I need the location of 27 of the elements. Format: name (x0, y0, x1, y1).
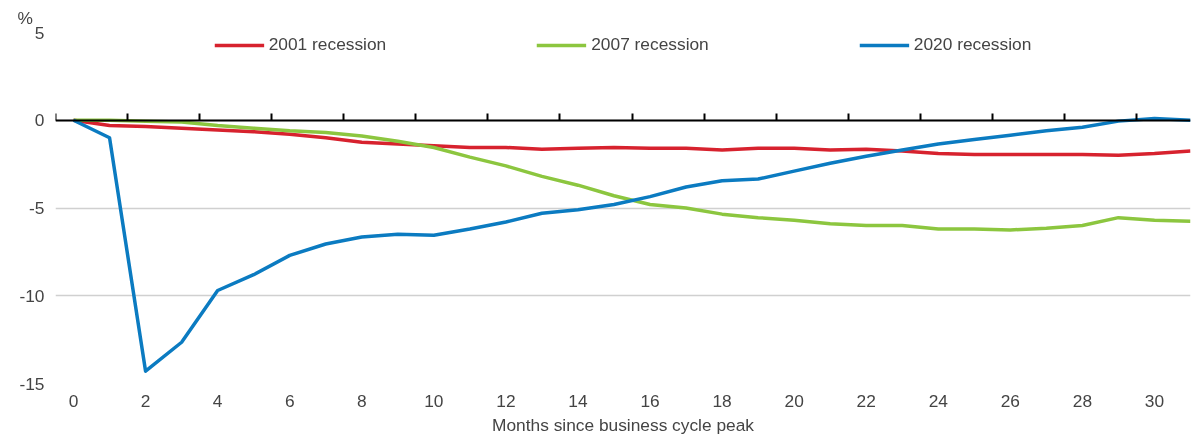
x-tick-label: 28 (1072, 390, 1093, 411)
legend-label: 2020 recession (913, 34, 1032, 55)
x-tick-label: 22 (856, 390, 876, 411)
x-tick-label: 0 (68, 390, 79, 411)
x-tick-label: 16 (640, 390, 660, 411)
x-tick-label: 18 (712, 390, 732, 411)
x-tick-label: 14 (568, 390, 588, 411)
y-tick-label: -10 (19, 285, 45, 306)
line-series (71, 116, 1191, 373)
x-tick-label: 6 (284, 390, 295, 411)
y-axis-title: % (17, 7, 33, 28)
x-tick-label: 20 (784, 390, 804, 411)
legend-label: 2007 recession (591, 34, 709, 55)
y-tick-label: -15 (19, 373, 45, 394)
x-tick-label: 26 (1000, 390, 1020, 411)
x-tick-label: 4 (212, 390, 223, 411)
y-tick-label: 0 (34, 110, 45, 131)
legend-label: 2001 recession (268, 34, 387, 55)
y-tick-label: -5 (29, 198, 45, 218)
x-tick-label: 10 (424, 390, 444, 411)
x-tick-label: 12 (496, 390, 516, 411)
x-axis-title: Months since business cycle peak (492, 414, 755, 435)
y-tick-label: 5 (34, 22, 45, 43)
x-tick-label: 24 (928, 390, 949, 411)
x-tick-label: 2 (140, 390, 151, 411)
x-tick-label: 8 (356, 390, 367, 411)
x-tick-label: 30 (1144, 390, 1165, 411)
